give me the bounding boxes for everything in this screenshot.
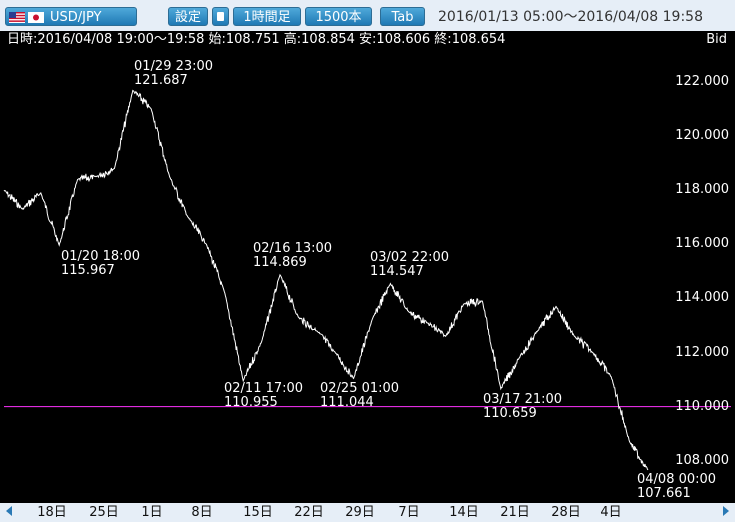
- currency-pair-label: USD/JPY: [50, 10, 102, 25]
- price-annotation: 01/29 23:00 121.687: [134, 59, 214, 88]
- tab-button[interactable]: Tab: [380, 7, 425, 26]
- x-tick-label: 14日: [449, 505, 479, 520]
- x-tick-label: 1日: [141, 505, 163, 520]
- y-tick-label: 116.000: [675, 236, 729, 252]
- bid-label: Bid: [706, 32, 727, 47]
- x-tick-label: 25日: [89, 505, 119, 520]
- us-flag-icon: [9, 12, 25, 23]
- interval-button[interactable]: 1時間足: [233, 7, 301, 26]
- y-tick-label: 120.000: [675, 128, 729, 144]
- price-annotation: 03/17 21:00 110.659: [483, 392, 563, 421]
- y-tick-label: 114.000: [675, 290, 729, 306]
- price-annotation: 01/20 18:00 115.967: [61, 249, 141, 278]
- calculator-button[interactable]: [212, 7, 229, 26]
- x-tick-label: 18日: [37, 505, 67, 520]
- japan-flag-icon: [28, 12, 44, 23]
- calculator-icon: [217, 12, 224, 21]
- period-text: 2016/01/13 05:00～2016/04/08 19:58: [438, 9, 703, 25]
- x-tick-label: 21日: [500, 505, 530, 520]
- x-tick-label: 7日: [398, 505, 420, 520]
- y-tick-label: 110.000: [675, 398, 729, 414]
- x-tick-label: 22日: [294, 505, 324, 520]
- price-line: [3, 89, 649, 471]
- price-annotation: 04/08 00:00 107.661: [637, 472, 717, 501]
- price-annotation: 02/11 17:00 110.955: [224, 381, 304, 410]
- chart-svg: [3, 89, 731, 471]
- toolbar: USD/JPY 設定 1時間足 1500本 Tab 2016/01/13 05:…: [0, 0, 735, 31]
- x-tick-label: 29日: [345, 505, 375, 520]
- price-annotation: 03/02 22:00 114.547: [370, 250, 450, 279]
- x-tick-label: 28日: [551, 505, 581, 520]
- settings-button[interactable]: 設定: [168, 7, 208, 26]
- y-tick-label: 118.000: [675, 182, 729, 198]
- y-tick-label: 108.000: [675, 452, 729, 468]
- price-chart[interactable]: 日時:2016/04/08 19:00～19:58 始:108.751 高:10…: [0, 31, 735, 522]
- y-tick-label: 122.000: [675, 74, 729, 89]
- y-tick-label: 112.000: [675, 344, 729, 360]
- price-annotation: 02/16 13:00 114.869: [253, 241, 333, 270]
- scroll-left-icon[interactable]: [6, 506, 12, 516]
- scroll-right-icon[interactable]: [723, 506, 729, 516]
- x-tick-label: 15日: [243, 505, 273, 520]
- price-annotation: 02/25 01:00 111.044: [320, 381, 400, 410]
- x-tick-label: 4日: [600, 505, 622, 520]
- x-tick-label: 8日: [191, 505, 213, 520]
- currency-pair-button[interactable]: USD/JPY: [5, 7, 137, 26]
- bars-count-button[interactable]: 1500本: [305, 7, 372, 26]
- time-axis[interactable]: 18日 25日 1日 8日 15日 22日 29日 7日 14日 21日 28日 4日: [0, 503, 735, 522]
- bar-info: 日時:2016/04/08 19:00～19:58 始:108.751 高:10…: [7, 32, 506, 47]
